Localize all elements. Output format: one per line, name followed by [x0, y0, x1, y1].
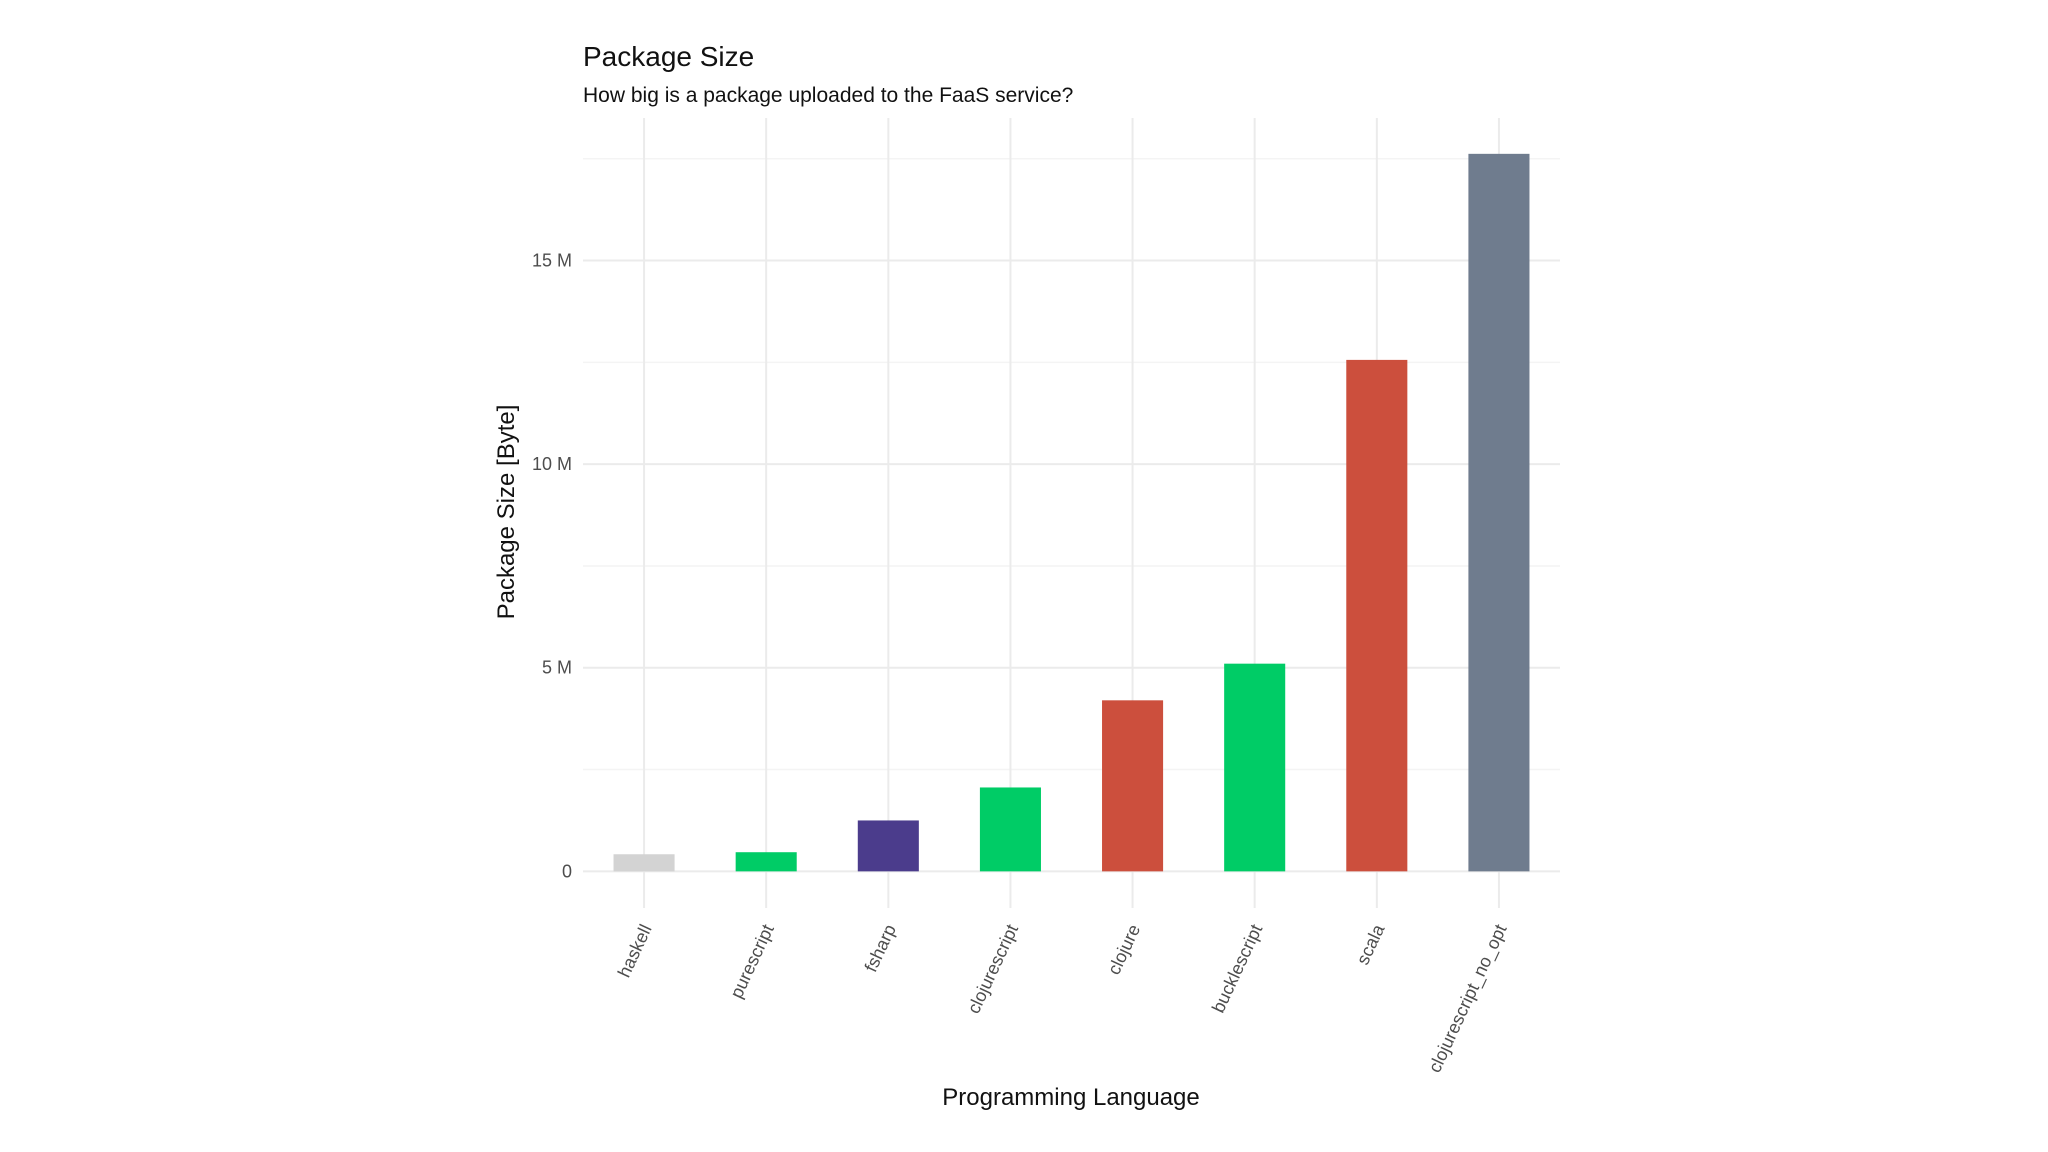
- bar-fsharp: [857, 820, 919, 872]
- x-tick-label: clojure: [1104, 921, 1145, 978]
- y-tick-label: 10 M: [532, 454, 572, 474]
- bar-scala: [1346, 359, 1408, 872]
- grid: [583, 118, 1560, 908]
- chart-title: Package Size: [583, 41, 754, 72]
- y-tick-label: 15 M: [532, 251, 572, 271]
- y-tick-label: 0: [562, 861, 572, 881]
- x-tick-label: haskell: [614, 921, 656, 980]
- bar-clojurescript_no_opt: [1468, 153, 1530, 872]
- bars: [613, 153, 1530, 872]
- x-axis-ticks: haskell purescript fsharp clojurescript cloj…: [614, 920, 1512, 1076]
- x-tick-label: purescript: [726, 921, 778, 1001]
- bar-clojure: [1102, 700, 1164, 872]
- x-tick-label: clojurescript_no_opt: [1424, 921, 1511, 1076]
- y-tick-label: 5 M: [542, 658, 572, 678]
- x-tick-label: scala: [1353, 920, 1389, 967]
- x-tick-label: clojurescript: [963, 921, 1022, 1016]
- y-axis-title: Package Size [Byte]: [493, 405, 520, 620]
- chart-subtitle: How big is a package uploaded to the Faa…: [583, 84, 1073, 107]
- y-axis-ticks: 0 5 M 10 M 15 M: [532, 251, 572, 882]
- bar-haskell: [613, 854, 675, 872]
- x-tick-label: bucklescript: [1208, 921, 1266, 1016]
- x-tick-label: fsharp: [861, 921, 900, 975]
- bar-bucklescript: [1224, 663, 1286, 872]
- x-axis-title: Programming Language: [942, 1084, 1200, 1111]
- bar-clojurescript: [979, 787, 1041, 872]
- bar-purescript: [735, 852, 797, 872]
